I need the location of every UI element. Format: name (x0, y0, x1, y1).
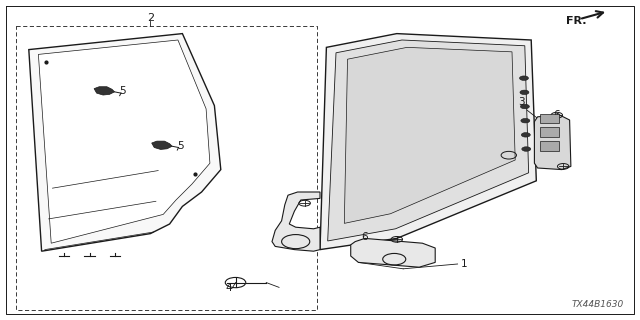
Text: 5: 5 (177, 140, 184, 151)
Text: 1: 1 (461, 259, 467, 269)
Polygon shape (351, 238, 435, 267)
Circle shape (522, 132, 531, 137)
Text: 6: 6 (362, 206, 368, 216)
Circle shape (522, 147, 531, 151)
Bar (540, 114, 559, 123)
Text: 6: 6 (554, 110, 560, 120)
Bar (540, 127, 559, 137)
Text: 5: 5 (120, 86, 126, 96)
Polygon shape (152, 141, 172, 149)
Circle shape (521, 118, 530, 123)
Text: 4: 4 (226, 283, 232, 293)
Circle shape (520, 90, 529, 95)
Polygon shape (534, 115, 571, 170)
Polygon shape (38, 40, 210, 243)
Polygon shape (272, 192, 320, 251)
Text: 3: 3 (518, 97, 525, 108)
Polygon shape (344, 47, 515, 223)
Circle shape (520, 104, 529, 109)
Text: 6: 6 (362, 232, 368, 242)
Polygon shape (94, 87, 115, 95)
Bar (540, 141, 559, 151)
Text: FR.: FR. (566, 16, 587, 26)
Text: 2: 2 (147, 12, 154, 23)
Polygon shape (320, 34, 536, 250)
Text: TX44B1630: TX44B1630 (572, 300, 624, 309)
Circle shape (520, 76, 529, 80)
Polygon shape (328, 40, 529, 241)
Text: 6: 6 (560, 152, 566, 162)
Polygon shape (29, 34, 221, 251)
